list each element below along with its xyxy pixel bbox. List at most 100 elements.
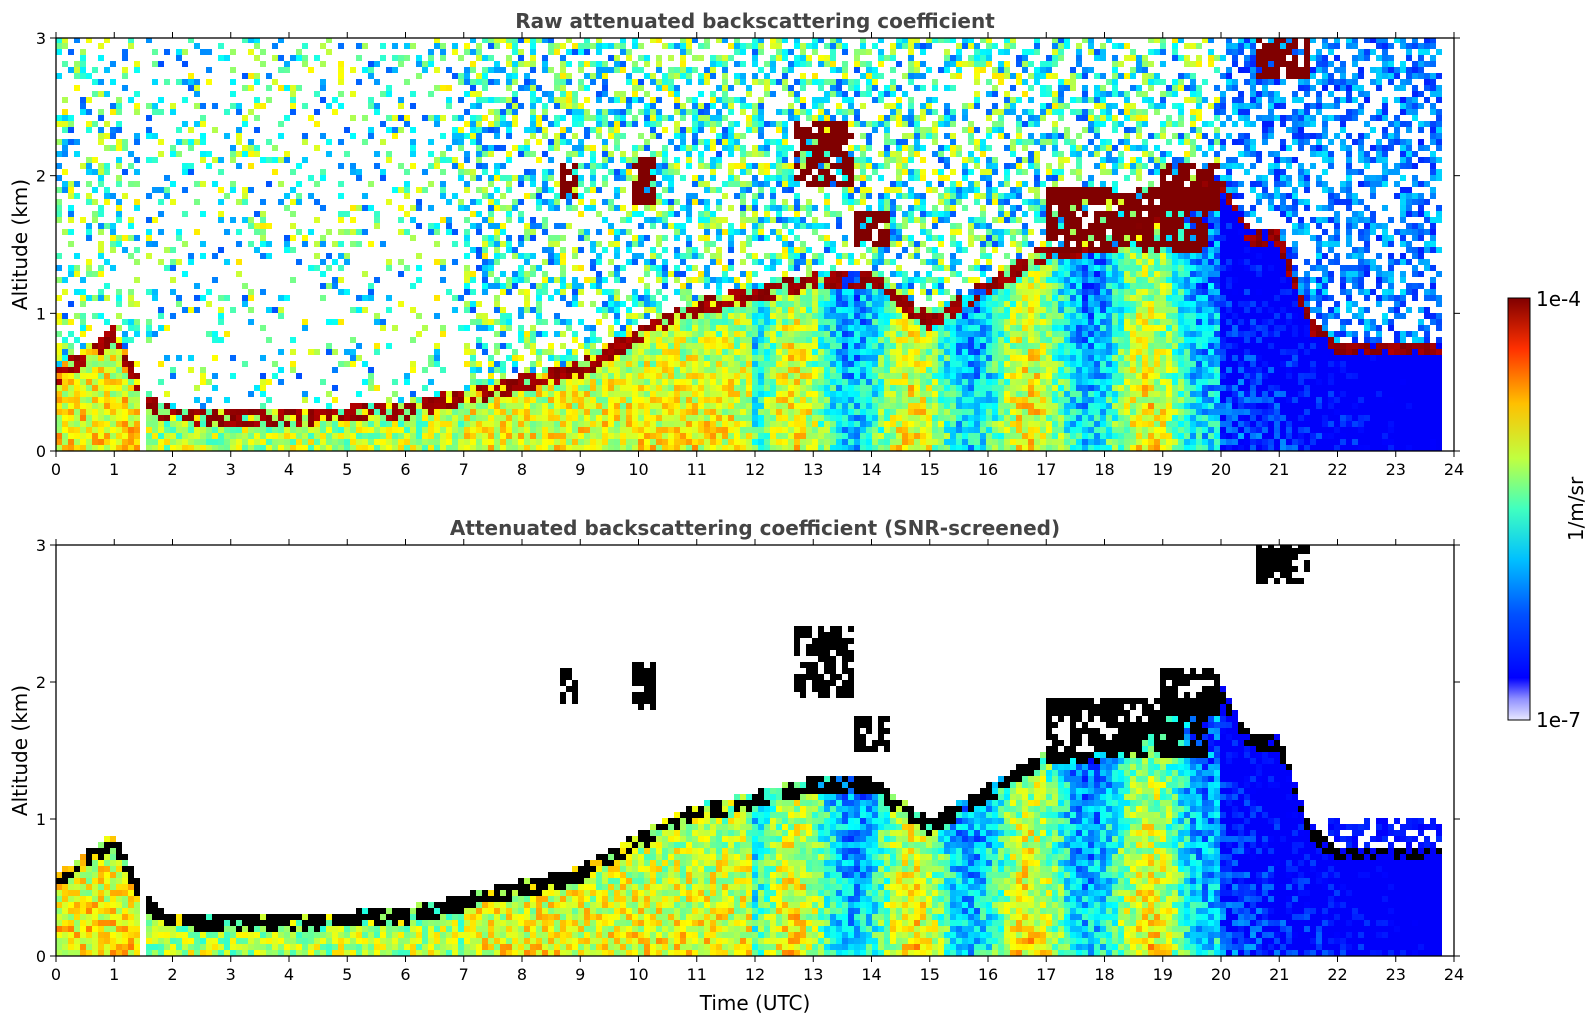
heatmap-cell (824, 337, 830, 343)
heatmap-cell (560, 133, 566, 139)
heatmap-cell (500, 373, 506, 379)
heatmap-cell (224, 445, 230, 451)
heatmap-cell (776, 439, 782, 445)
heatmap-cell (464, 253, 470, 259)
heatmap-cell (758, 331, 764, 337)
heatmap-cell (362, 229, 368, 235)
heatmap-cell (794, 385, 800, 391)
heatmap-cell (686, 253, 692, 259)
heatmap-cell (500, 205, 506, 211)
heatmap-cell (554, 391, 560, 397)
heatmap-cell (734, 427, 740, 433)
heatmap-cell (554, 193, 560, 199)
heatmap-cell (428, 151, 434, 157)
heatmap-cell (848, 277, 854, 283)
heatmap-cell (728, 235, 734, 241)
heatmap-cell (650, 151, 656, 157)
heatmap-cell (386, 259, 392, 265)
heatmap-cell (812, 415, 818, 421)
heatmap-cell (524, 301, 530, 307)
heatmap-cell (542, 397, 548, 403)
heatmap-cell (794, 433, 800, 439)
heatmap-cell (506, 85, 512, 91)
heatmap-cell (854, 343, 860, 349)
heatmap-cell (710, 253, 716, 259)
heatmap-cell (356, 241, 362, 247)
heatmap-cell (278, 307, 284, 313)
heatmap-cell (710, 325, 716, 331)
heatmap-cell (560, 103, 566, 109)
heatmap-cell (554, 277, 560, 283)
heatmap-cell (698, 397, 704, 403)
heatmap-cell (692, 247, 698, 253)
heatmap-cell (800, 421, 806, 427)
heatmap-cell (764, 373, 770, 379)
heatmap-cell (812, 133, 818, 139)
heatmap-cell (752, 55, 758, 61)
heatmap-cell (110, 343, 116, 349)
heatmap-cell (764, 235, 770, 241)
heatmap-cell (872, 253, 878, 259)
heatmap-cell (350, 421, 356, 427)
heatmap-cell (866, 223, 872, 229)
heatmap-cell (830, 337, 836, 343)
heatmap-cell (446, 223, 452, 229)
heatmap-cell (854, 379, 860, 385)
heatmap-cell (680, 361, 686, 367)
heatmap-cell (512, 277, 518, 283)
heatmap-cell (674, 445, 680, 451)
heatmap-cell (260, 157, 266, 163)
heatmap-cell (776, 307, 782, 313)
heatmap-cell (656, 55, 662, 61)
heatmap-cell (536, 223, 542, 229)
heatmap-cell (860, 379, 866, 385)
heatmap-cell (572, 367, 578, 373)
heatmap-cell (860, 361, 866, 367)
heatmap-cell (350, 169, 356, 175)
heatmap-cell (566, 355, 572, 361)
heatmap-cell (692, 445, 698, 451)
heatmap-cell (398, 115, 404, 121)
heatmap-cell (770, 445, 776, 451)
heatmap-cell (854, 91, 860, 97)
heatmap-cell (182, 409, 188, 415)
heatmap-cell (560, 289, 566, 295)
heatmap-cell (152, 289, 158, 295)
heatmap-cell (380, 169, 386, 175)
heatmap-cell (416, 61, 422, 67)
heatmap-cell (428, 445, 434, 451)
heatmap-cell (200, 379, 206, 385)
heatmap-cell (752, 367, 758, 373)
heatmap-cell (380, 439, 386, 445)
heatmap-cell (290, 169, 296, 175)
heatmap-cell (632, 379, 638, 385)
heatmap-cell (548, 367, 554, 373)
heatmap-cell (164, 79, 170, 85)
heatmap-cell (716, 331, 722, 337)
heatmap-cell (548, 397, 554, 403)
heatmap-cell (638, 181, 644, 187)
heatmap-cell (782, 295, 788, 301)
heatmap-cell (704, 271, 710, 277)
heatmap-cell (644, 301, 650, 307)
heatmap-cell (710, 343, 716, 349)
heatmap-cell (806, 349, 812, 355)
heatmap-cell (728, 349, 734, 355)
heatmap-cell (566, 61, 572, 67)
heatmap-cell (368, 403, 374, 409)
heatmap-cell (704, 301, 710, 307)
heatmap-cell (716, 283, 722, 289)
heatmap-cell (854, 259, 860, 265)
heatmap-cell (614, 373, 620, 379)
heatmap-cell (662, 199, 668, 205)
heatmap-cell (524, 331, 530, 337)
heatmap-cell (68, 355, 74, 361)
heatmap-cell (740, 337, 746, 343)
heatmap-cell (770, 55, 776, 61)
heatmap-cell (278, 409, 284, 415)
heatmap-cell (656, 151, 662, 157)
heatmap-cell (608, 439, 614, 445)
heatmap-cell (308, 421, 314, 427)
heatmap-cell (830, 211, 836, 217)
heatmap-cell (686, 217, 692, 223)
